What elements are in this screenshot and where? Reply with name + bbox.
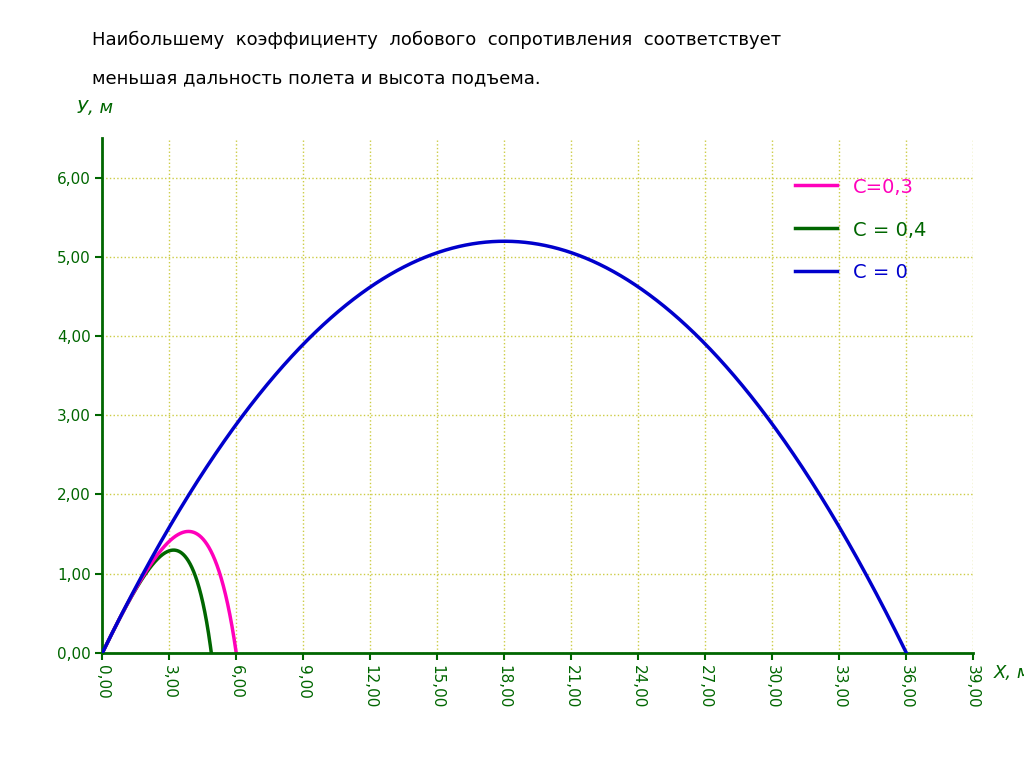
Text: меньшая дальность полета и высота подъема.: меньшая дальность полета и высота подъем…: [92, 69, 541, 87]
Legend: C=0,3, C = 0,4, C = 0: C=0,3, C = 0,4, C = 0: [775, 158, 946, 302]
Text: У, м: У, м: [78, 99, 114, 118]
Text: X, м: X, м: [993, 664, 1024, 682]
Text: Наибольшему  коэффициенту  лобового  сопротивления  соответствует: Наибольшему коэффициенту лобового сопрот…: [92, 31, 781, 49]
